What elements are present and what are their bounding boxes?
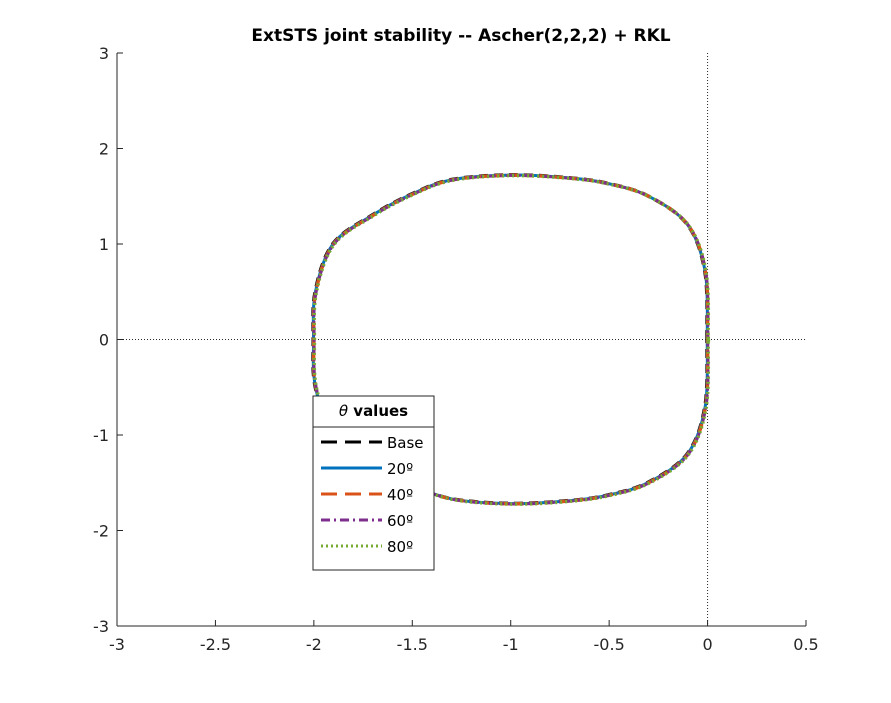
y-tick-label: 1: [99, 235, 109, 254]
stability-curves: [311, 173, 711, 506]
y-tick-label: 3: [99, 44, 109, 63]
legend-label: 60º: [387, 512, 413, 530]
legend-label: 40º: [387, 486, 413, 504]
x-tick-label: -1.5: [397, 635, 428, 654]
plot-axes: -3 -2.5 -2 -1.5 -1 -0.5 0 0.5 -3 -2 -1 0 1 2 3: [93, 44, 819, 654]
series-line-80-deg: [312, 173, 711, 506]
y-tick-label: 2: [99, 140, 109, 159]
y-tick-label: 0: [99, 331, 109, 350]
legend-label: Base: [387, 434, 424, 452]
x-tick-label: -1: [503, 635, 519, 654]
legend-box: [312, 395, 435, 571]
chart-title: ExtSTS joint stability -- Ascher(2,2,2) …: [251, 26, 670, 46]
x-tick-label: -2.5: [200, 635, 231, 654]
y-tick-label: -2: [93, 522, 109, 541]
y-tick-label: -3: [93, 617, 109, 636]
x-tick-label: -0.5: [594, 635, 625, 654]
x-tick-label: -2: [306, 635, 322, 654]
legend-label: 20º: [387, 460, 413, 478]
x-tick-label: -3: [109, 635, 125, 654]
x-tick-label: 0.5: [793, 635, 818, 654]
x-tick-label: 0: [702, 635, 712, 654]
y-tick-label: -1: [93, 426, 109, 445]
legend-label: 80º: [387, 538, 413, 556]
legend: θ values Base 20º 40º 60º 80º: [312, 395, 435, 571]
legend-title: θ values: [339, 402, 408, 420]
